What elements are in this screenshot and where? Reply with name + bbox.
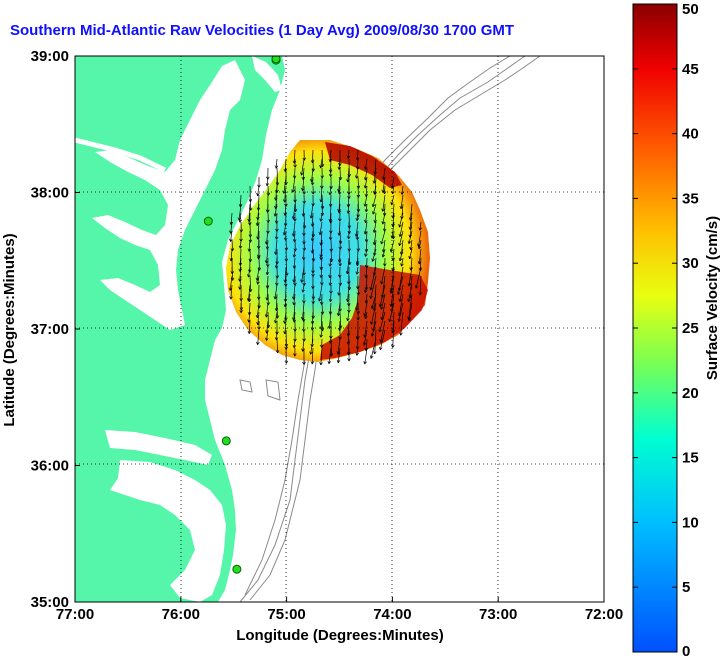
colorbar-tick-label: 35: [682, 190, 699, 207]
colorbar-tick-label: 40: [682, 126, 699, 143]
radar-station: [271, 56, 281, 64]
x-tick-label: 73:00: [479, 606, 517, 623]
velocity-vectors: [228, 149, 423, 366]
albemarle-sound: [105, 430, 212, 465]
colorbar-tick-label: 5: [682, 579, 690, 596]
pamlico-sound: [110, 460, 226, 602]
radar-station: [203, 216, 213, 226]
colorbar-tick-label: 20: [682, 385, 699, 402]
x-tick-label: 76:00: [162, 606, 200, 623]
chesapeake-bay: [92, 60, 245, 330]
delaware-bay: [252, 56, 282, 92]
colorbar-tick-label: 45: [682, 61, 699, 78]
colorbar-tick-label: 0: [682, 643, 690, 659]
potomac-river: [75, 137, 167, 173]
y-tick-label: 36:00: [31, 458, 69, 475]
radar-station: [232, 564, 242, 574]
x-tick-label: 72:00: [585, 606, 623, 623]
velocity-high-zone-north: [325, 142, 402, 188]
colorbar-tick-label: 50: [682, 1, 699, 18]
map-title: Southern Mid-Atlantic Raw Velocities (1 …: [10, 22, 515, 39]
x-tick-label: 74:00: [373, 606, 411, 623]
colorbar-label: Surface Velocity (cm/s): [704, 216, 721, 380]
colorbar-tick-label: 10: [682, 514, 699, 531]
colorbar-tick-label: 30: [682, 255, 699, 272]
y-tick-label: 37:00: [31, 321, 69, 338]
x-axis-label: Longitude (Degrees:Minutes): [236, 627, 444, 644]
colorbar-tick-label: 25: [682, 320, 699, 337]
colorbar-tick-label: 15: [682, 450, 699, 467]
graticule: [75, 56, 604, 602]
y-tick-label: 38:00: [31, 185, 69, 202]
radar-station: [221, 436, 231, 446]
x-tick-label: 77:00: [56, 606, 94, 623]
colorbar: [632, 3, 678, 653]
y-tick-label: 39:00: [31, 48, 69, 65]
y-axis-label: Latitude (Degrees:Minutes): [1, 233, 18, 426]
y-tick-label: 35:00: [31, 594, 69, 611]
x-tick-label: 75:00: [267, 606, 305, 623]
